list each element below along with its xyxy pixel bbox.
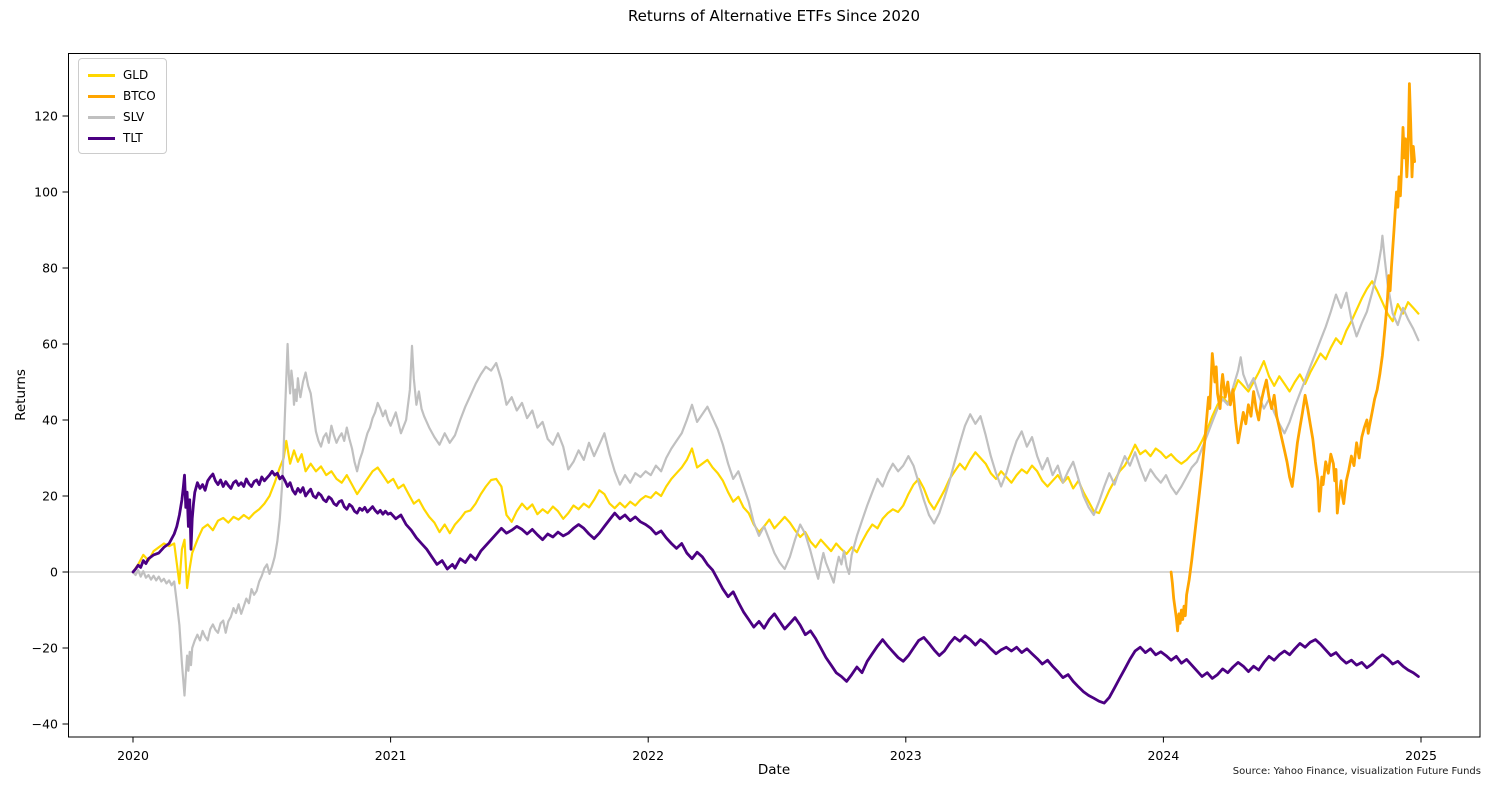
y-tick-label: −20 [32,641,58,656]
btco-line-swatch [88,94,115,98]
x-tick-label: 2025 [1405,748,1437,763]
y-tick-label: 0 [50,565,58,580]
legend-item-slv: SLV [88,109,156,125]
slv-line-swatch [88,115,115,119]
legend: GLD BTCO SLV TLT [78,58,167,154]
x-axis-label: Date [757,762,791,778]
legend-label-btco: BTCO [123,89,156,103]
legend-label-tlt: TLT [123,131,143,145]
y-tick-label: 60 [42,337,58,352]
slv-line [131,234,1420,697]
y-tick-label: 40 [42,413,58,428]
legend-label-slv: SLV [123,110,145,124]
gld-line-swatch [88,73,115,77]
axes-frame [68,53,1481,738]
btco-line [1169,82,1416,633]
y-axis-label: Returns [13,369,29,421]
x-tick-label: 2022 [632,748,664,763]
tlt-line-swatch [88,136,115,140]
x-tick-label: 2024 [1147,748,1179,763]
y-tick-label: 20 [42,489,58,504]
source-note: Source: Yahoo Finance, visualization Fut… [1232,766,1481,777]
y-tick-label: 120 [34,109,58,124]
legend-label-gld: GLD [123,68,149,82]
legend-item-gld: GLD [88,67,156,83]
tlt-line [131,469,1420,705]
x-tick-label: 2020 [117,748,149,763]
y-tick-label: 100 [34,185,58,200]
x-tick-label: 2021 [375,748,407,763]
legend-item-tlt: TLT [88,130,156,146]
legend-item-btco: BTCO [88,88,156,104]
y-tick-label: −40 [32,717,58,732]
chart-title: Returns of Alternative ETFs Since 2020 [627,7,921,25]
x-tick-label: 2023 [890,748,922,763]
y-tick-label: 80 [42,261,58,276]
